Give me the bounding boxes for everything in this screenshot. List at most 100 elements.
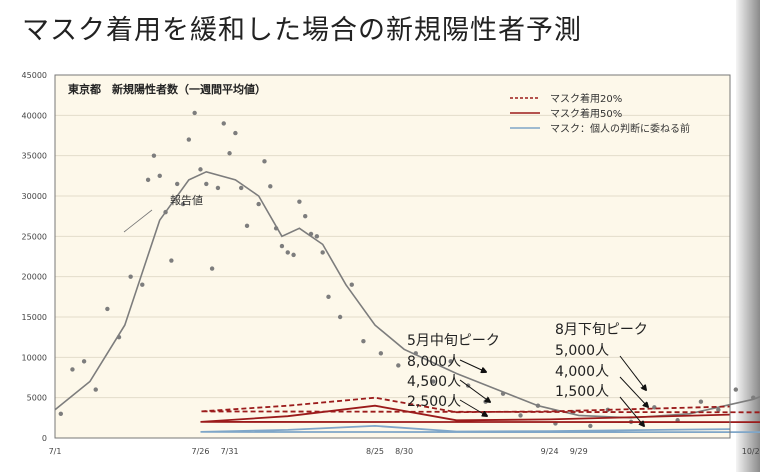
reported-average-line [54, 170, 760, 419]
reported-point [361, 339, 366, 344]
reported-point [314, 234, 320, 239]
y-tick-label: 45000 [22, 71, 47, 80]
reported-point [81, 359, 87, 364]
annotation-aug-before: 1,500人 [555, 384, 609, 400]
legend-label-mask20: マスク着用20% [550, 92, 622, 105]
reported-point [285, 250, 290, 255]
reported-point [233, 130, 238, 136]
y-axis: 0 5000 10000 15000 20000 25000 30000 35000 40000… [22, 71, 47, 443]
arrow-aug-20 [619, 355, 646, 390]
reported-point [716, 407, 721, 412]
reported-label-pointer [123, 209, 153, 233]
arrow-may-50 [459, 379, 490, 402]
reported-point [652, 405, 657, 410]
x-axis: 7/17/318/309/2910/2911/2812/281/272/263/… [49, 447, 760, 456]
page-shadow [736, 0, 760, 472]
reported-point [169, 258, 174, 263]
reported-point [431, 379, 436, 384]
reported-point [192, 110, 197, 116]
reported-point [204, 181, 209, 187]
reported-point [396, 363, 401, 368]
annotation-may-heading: 5月中旬ピーク [407, 333, 500, 349]
reported-point [186, 137, 192, 142]
x-tick-label: 7/31 [221, 447, 239, 456]
reported-point [291, 252, 296, 258]
y-tick-label: 0 [42, 434, 47, 443]
reported-point [180, 201, 186, 207]
annotation-may-50: 4,500人 [407, 374, 461, 390]
annotation-arrows [459, 355, 648, 426]
legend-label-before: マスク：個人の判断に委ねる前 [550, 122, 690, 135]
reported-point [698, 399, 704, 404]
arrow-may-before [459, 399, 487, 416]
x-tick-label: 9/29 [570, 447, 588, 456]
x-tick-label: 7/1 [49, 447, 62, 456]
annotation-aug: 8月下旬ピーク 5,000人 4,000人 1,500人 [555, 322, 648, 400]
annotation-may-before: 2,500人 [407, 394, 461, 410]
reported-point [279, 243, 285, 249]
reported-point [303, 213, 308, 219]
reported-point [262, 159, 267, 164]
reported-point [378, 351, 384, 356]
y-tick-label: 15000 [22, 313, 47, 322]
series-mask20-line [200, 396, 760, 414]
reported-point [448, 359, 453, 364]
series-mask50-line [200, 404, 760, 424]
x-tick-label: 7/26 [191, 447, 209, 456]
arrow-aug-before [619, 396, 644, 426]
reported-point [227, 151, 232, 156]
x-tick-label: 8/25 [366, 447, 384, 456]
reported-point [174, 181, 180, 187]
annotation-may: 5月中旬ピーク 8,000人 4,500人 2,500人 [407, 333, 500, 410]
reported-point [209, 266, 215, 271]
reported-point [239, 185, 244, 191]
y-tick-label: 20000 [22, 273, 47, 282]
y-tick-label: 30000 [22, 192, 47, 201]
reported-point [157, 173, 162, 179]
annotation-aug-20: 5,000人 [555, 343, 609, 359]
x-tick-label: 10/29 [742, 447, 760, 456]
reported-point [320, 250, 325, 255]
reported-point [215, 185, 221, 191]
reported-point [268, 184, 273, 189]
grid [55, 114, 730, 399]
series-before-line [200, 424, 760, 434]
x-tick-label: 8/30 [395, 447, 413, 456]
reported-point [518, 413, 523, 418]
reported-point [70, 367, 75, 372]
reported-point [733, 387, 739, 392]
y-tick-label: 35000 [22, 152, 47, 161]
reported-point [140, 282, 145, 287]
annotation-aug-heading: 8月下旬ピーク [555, 322, 648, 338]
y-tick-label: 40000 [22, 111, 47, 120]
y-tick-label: 5000 [27, 394, 47, 403]
chart-title: 東京都 新規陽性者数（一週間平均値） [68, 82, 266, 96]
reported-point [58, 411, 64, 416]
reported-point [297, 199, 302, 204]
reported-point [256, 201, 261, 207]
arrow-may-20 [459, 359, 486, 372]
reported-point [221, 121, 226, 126]
y-tick-label: 25000 [22, 232, 47, 241]
legend: マスク着用20% マスク着用50% マスク：個人の判断に委ねる前 [510, 92, 690, 135]
reported-point [244, 223, 250, 229]
plot-area [55, 75, 730, 438]
reported-point [326, 294, 331, 300]
reported-daily-points [58, 110, 756, 429]
reported-point [198, 167, 203, 172]
arrow-aug-50 [619, 376, 648, 407]
x-tick-label: 9/24 [541, 447, 559, 456]
legend-label-mask50: マスク着用50% [550, 107, 622, 120]
projection-series [200, 396, 760, 434]
reported-point [93, 387, 98, 392]
annotation-aug-50: 4,000人 [555, 364, 609, 380]
reported-point [145, 177, 151, 183]
page-title: マスク着用を緩和した場合の新規陽性者予測 [22, 15, 582, 46]
y-tick-label: 10000 [22, 353, 47, 362]
reported-point [337, 314, 343, 320]
reported-point [128, 274, 133, 279]
plot-frame [54, 74, 731, 439]
reported-point [588, 423, 593, 429]
reported-point [105, 306, 110, 312]
